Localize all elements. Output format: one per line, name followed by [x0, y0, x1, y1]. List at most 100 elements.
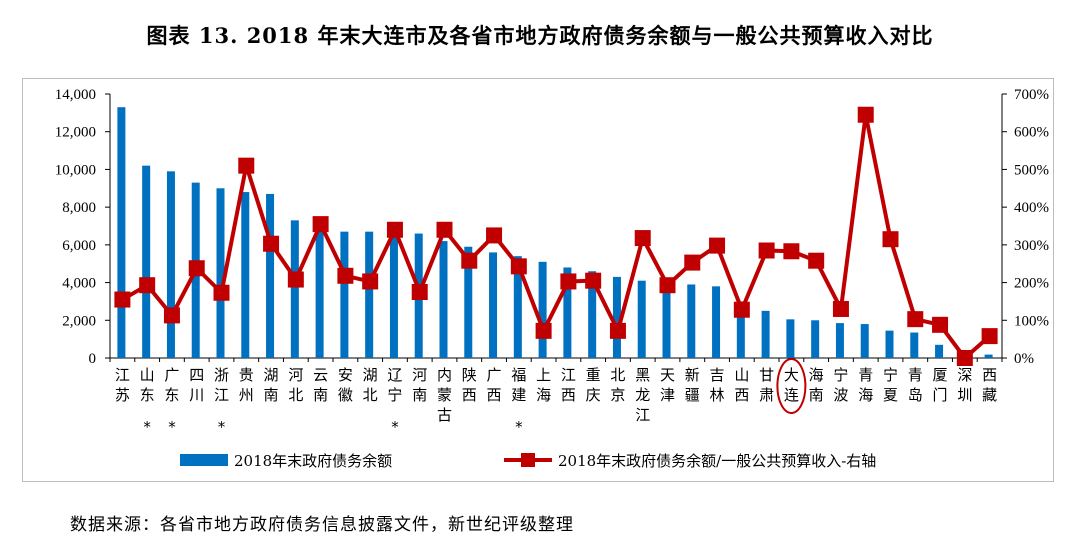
- category-char: 蒙: [437, 386, 452, 404]
- category-label: 重庆: [586, 366, 601, 404]
- category-char: 西: [561, 386, 576, 404]
- category-label: 浙江 *: [214, 366, 229, 436]
- y-left-tick-label: 0: [89, 351, 97, 367]
- category-char: 古: [437, 406, 452, 424]
- category-char: 江: [561, 366, 576, 384]
- ratio-line: [121, 112, 991, 360]
- category-label: 吉林: [710, 366, 725, 404]
- y-left-tick-label: 8,000: [62, 200, 96, 216]
- ratio-point-青海: [857, 106, 874, 123]
- bar-广东*: [166, 171, 175, 358]
- ratio-point-新疆: [684, 254, 701, 271]
- category-char: 宁: [883, 366, 898, 384]
- bar-新疆: [687, 284, 696, 358]
- bar-贵州: [241, 192, 250, 358]
- category-char: 江: [635, 406, 650, 424]
- ratio-point-宁夏: [882, 231, 899, 248]
- bar-上海: [538, 261, 547, 358]
- bar-陕西: [464, 246, 473, 358]
- bar-辽宁*: [389, 233, 398, 358]
- category-char: *: [168, 418, 176, 436]
- ratio-point-江苏: [114, 291, 131, 308]
- category-label: 湖南: [264, 366, 279, 404]
- bar-重庆: [588, 271, 597, 358]
- bar-安徽: [340, 231, 349, 358]
- category-label: 青海: [858, 366, 873, 404]
- category-char: 甘: [759, 366, 774, 384]
- ratio-point-北京: [609, 322, 626, 339]
- bar-云南: [315, 224, 324, 358]
- ratio-point-海南: [808, 252, 825, 269]
- category-label: 湖北: [363, 366, 378, 404]
- category-char: 新: [685, 366, 700, 384]
- category-char: 津: [660, 386, 675, 404]
- y-right-tick-label: 100%: [1014, 313, 1049, 329]
- category-label: 山东 *: [140, 366, 155, 436]
- category-label: 厦门: [933, 366, 948, 404]
- category-char: 南: [264, 386, 279, 404]
- ratio-point-深圳: [956, 350, 973, 366]
- bar-山西: [736, 301, 745, 358]
- y-left-tick-label: 14,000: [55, 87, 96, 103]
- category-label: 大连: [784, 366, 799, 404]
- bar-海南: [811, 320, 820, 358]
- category-char: 北: [363, 386, 378, 404]
- category-char: 广: [164, 366, 179, 384]
- bar-江西: [563, 267, 572, 358]
- category-char: 圳: [957, 386, 972, 404]
- category-char: 川: [189, 386, 204, 404]
- ratio-point-湖北: [362, 273, 379, 290]
- category-char: 内: [437, 366, 452, 384]
- category-char: 疆: [685, 386, 700, 404]
- legend-line-label: 2018年末政府债务余额/一般公共预算收入-右轴: [558, 452, 876, 470]
- category-label: 安徽: [338, 366, 353, 404]
- ratio-point-重庆: [585, 272, 602, 289]
- category-char: 龙: [635, 386, 650, 404]
- category-char: 京: [610, 386, 625, 404]
- bar-浙江*: [216, 188, 225, 358]
- bar-吉林: [712, 286, 721, 358]
- category-char: 辽: [387, 366, 402, 384]
- category-char: 河: [412, 366, 427, 384]
- ratio-point-青岛: [907, 311, 924, 328]
- category-char: 州: [239, 386, 254, 404]
- bar-西藏: [984, 354, 993, 358]
- bar-天津: [662, 286, 671, 358]
- category-label: 上海: [536, 366, 551, 404]
- category-char: 海: [858, 386, 873, 404]
- ratio-point-陕西: [461, 252, 478, 269]
- ratio-point-山西: [733, 301, 750, 318]
- bar-北京: [612, 276, 621, 358]
- bar-大连: [786, 319, 795, 358]
- ratio-point-上海: [535, 322, 552, 339]
- ratio-point-云南: [312, 216, 329, 233]
- category-label: 黑龙江: [635, 366, 650, 424]
- ratio-point-河南: [411, 284, 428, 300]
- y-left-tick-label: 6,000: [62, 238, 96, 254]
- ratio-point-吉林: [709, 237, 726, 254]
- chart-title: 图表 13. 2018 年末大连市及各省市地方政府债务余额与一般公共预算收入对比: [146, 23, 934, 48]
- category-char: 徽: [338, 386, 353, 404]
- category-char: 南: [412, 386, 427, 404]
- chart-frame: [22, 78, 1054, 482]
- category-char: 黑: [635, 366, 650, 384]
- y-right-tick-label: 600%: [1014, 125, 1049, 141]
- bar-湖南: [266, 193, 275, 358]
- ratio-point-河北: [287, 271, 304, 288]
- category-char: 北: [288, 386, 303, 404]
- ratio-point-西藏: [981, 328, 998, 345]
- y-left-tick-label: 10,000: [55, 162, 96, 178]
- category-label: 天津: [660, 366, 675, 404]
- ratio-point-广西: [486, 227, 503, 244]
- y-right-tick-label: 300%: [1014, 238, 1049, 254]
- bar-甘肃: [761, 310, 770, 358]
- category-label: 内蒙古: [437, 366, 452, 424]
- bar-黑龙江: [637, 280, 646, 358]
- category-char: 浙: [214, 366, 229, 384]
- category-char: 南: [313, 386, 328, 404]
- category-char: 连: [784, 386, 799, 404]
- category-char: 夏: [883, 386, 898, 404]
- bar-宁波: [835, 323, 844, 358]
- category-char: 山: [734, 366, 749, 384]
